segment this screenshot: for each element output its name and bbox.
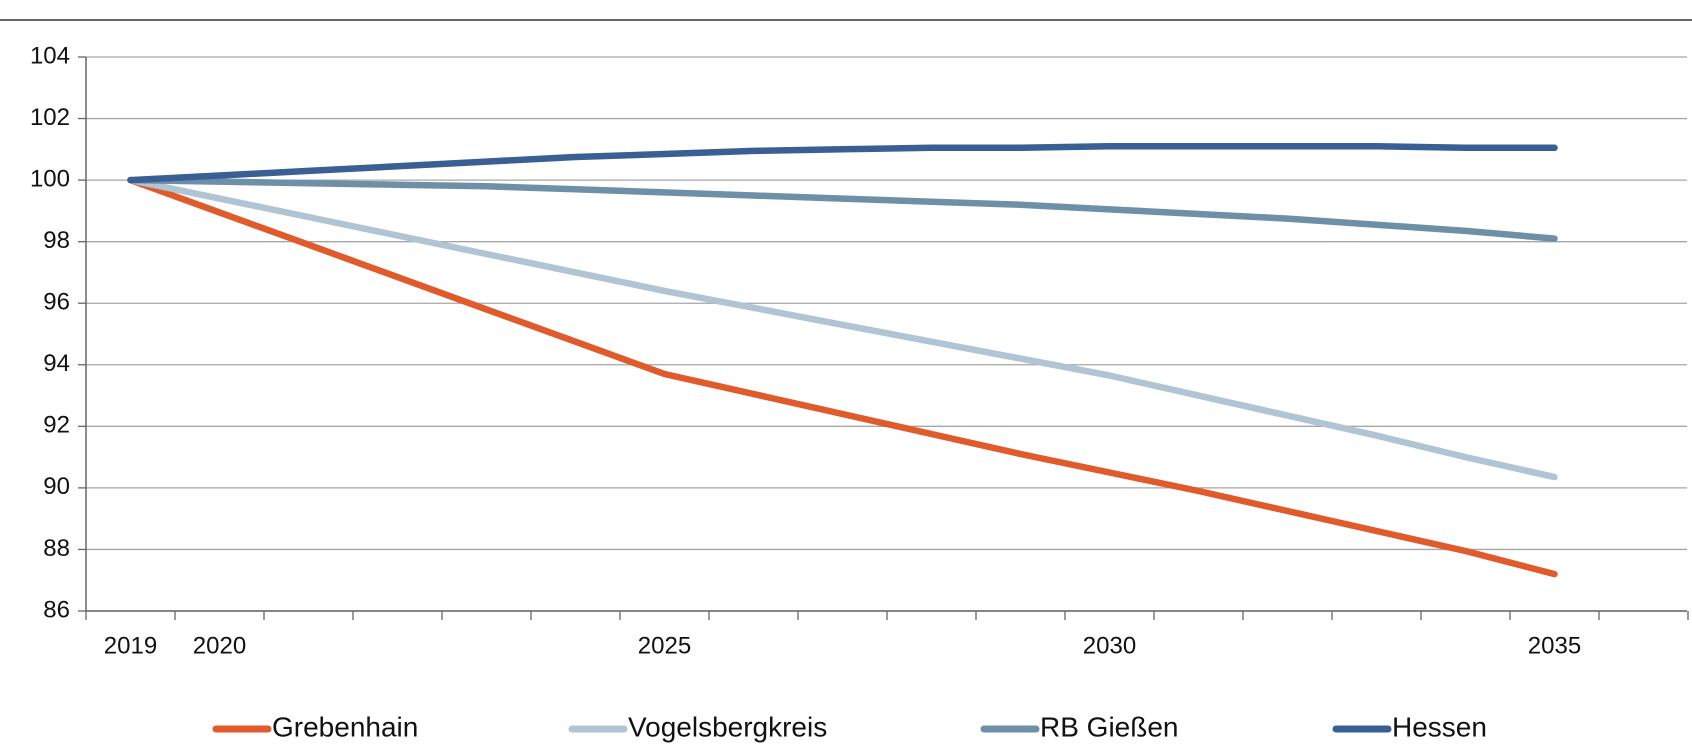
y-tick-label: 88 [43, 535, 70, 562]
legend-label: Hessen [1392, 711, 1487, 742]
y-tick-label: 100 [30, 165, 70, 192]
y-tick-label: 104 [30, 42, 70, 69]
y-tick-label: 92 [43, 412, 70, 439]
y-tick-label: 86 [43, 596, 70, 623]
x-tick-label: 2020 [193, 632, 246, 659]
y-tick-label: 94 [43, 350, 70, 377]
series-line [127, 176, 1558, 481]
x-tick-label: 2035 [1528, 632, 1581, 659]
y-tick-label: 96 [43, 289, 70, 316]
series-line [127, 143, 1558, 184]
legend-label: Vogelsbergkreis [628, 711, 827, 742]
series-line [127, 176, 1558, 242]
y-tick-label: 102 [30, 104, 70, 131]
y-tick-label: 98 [43, 227, 70, 254]
x-tick-label: 2025 [638, 632, 691, 659]
series-line [127, 176, 1558, 578]
legend-label: Grebenhain [272, 711, 418, 742]
x-tick-label: 2030 [1083, 632, 1136, 659]
legend-label: RB Gießen [1040, 711, 1179, 742]
x-tick-label: 2019 [104, 632, 157, 659]
y-tick-label: 90 [43, 473, 70, 500]
